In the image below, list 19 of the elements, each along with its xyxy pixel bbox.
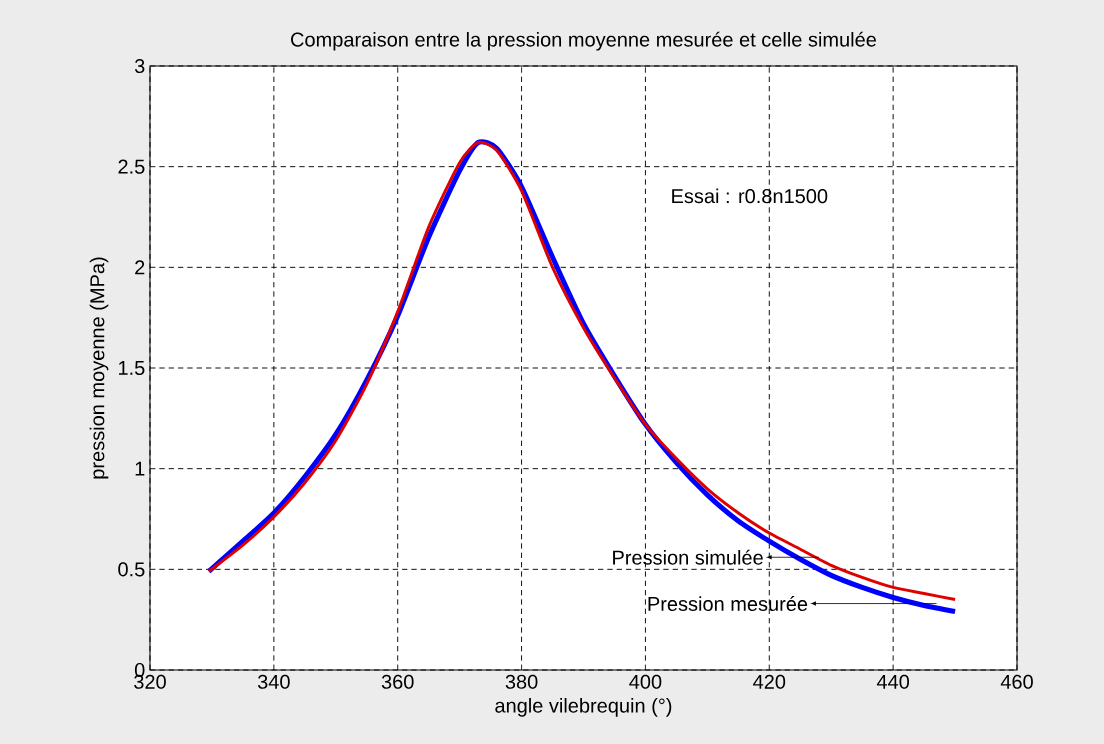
x-tick-label: 340: [257, 674, 290, 689]
x-tick-label: 400: [629, 674, 662, 689]
x-tick-label: 460: [1000, 674, 1033, 689]
y-axis-title: pression moyenne (MPa): [89, 257, 109, 479]
y-tick-label: 2: [135, 260, 145, 275]
x-tick-label: 440: [876, 674, 910, 689]
y-tick-label: 0.5: [118, 562, 145, 577]
x-tick-label: 360: [381, 674, 414, 689]
annotation: Pression simulée: [613, 549, 763, 565]
chart-title: Comparaison entre la pression moyenne mesurée et celle simulée: [291, 31, 876, 51]
x-axis-title: angle vilebrequin (°): [495, 698, 672, 717]
annotation: Pression mesurée: [648, 596, 808, 612]
y-tick-label: 1.5: [119, 361, 145, 375]
x-tick-label: 420: [753, 674, 786, 689]
annotation: Essai : r0.8n1500: [672, 188, 828, 204]
y-tick-label: 1: [135, 461, 145, 476]
y-tick-label: 3: [134, 58, 145, 74]
y-tick-label: 2.5: [118, 159, 145, 174]
x-tick-label: 380: [505, 674, 538, 689]
